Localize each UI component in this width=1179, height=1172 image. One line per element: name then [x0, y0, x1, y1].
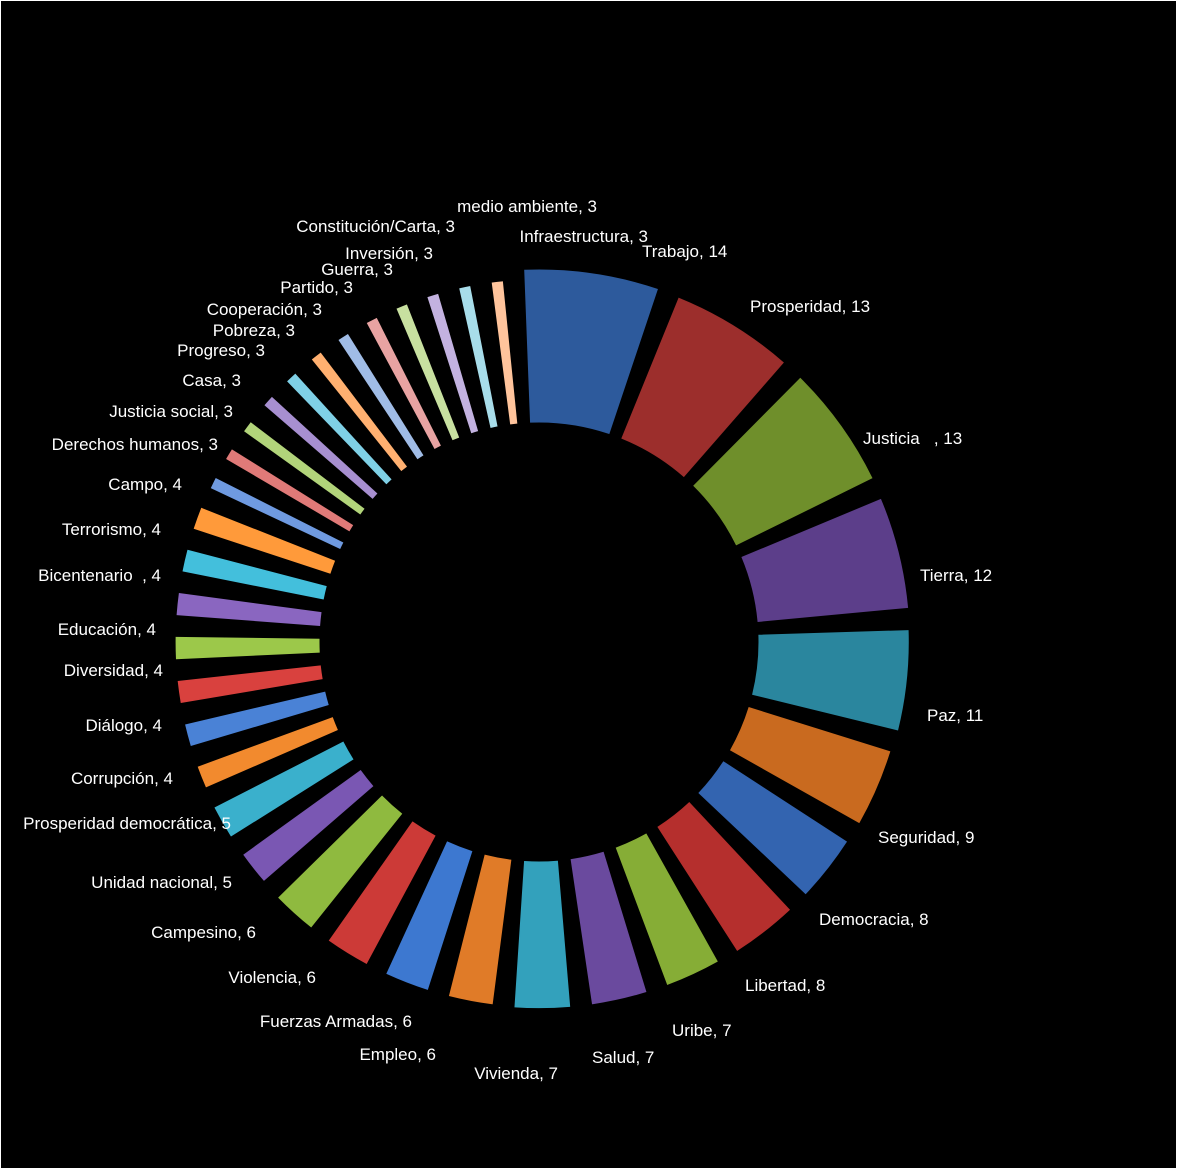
slice-8: [657, 802, 791, 951]
data-label-2: Prosperidad, 13: [750, 297, 870, 316]
data-label-8: Libertad, 8: [745, 976, 825, 995]
slice-21: [175, 636, 320, 660]
slice-20: [177, 665, 323, 704]
slice-19: [185, 691, 329, 746]
data-label-14: Violencia, 6: [228, 968, 316, 987]
slice-26: [226, 449, 354, 532]
slice-16: [243, 769, 374, 881]
data-label-31: Partido, 3: [280, 278, 353, 297]
data-label-6: Seguridad, 9: [878, 828, 974, 847]
data-label-29: Pobreza, 3: [213, 321, 295, 340]
slice-3: [693, 377, 873, 546]
slices: [175, 269, 909, 1009]
data-label-10: Salud, 7: [592, 1048, 654, 1067]
data-label-20: Diversidad, 4: [64, 661, 163, 680]
data-label-32: Guerra, 3: [321, 260, 393, 279]
data-label-33: Inversión, 3: [345, 244, 433, 263]
data-label-35: medio ambiente, 3: [457, 197, 597, 216]
data-label-13: Fuerzas Armadas, 6: [260, 1012, 412, 1031]
slice-6: [729, 707, 891, 824]
slice-29: [287, 373, 392, 485]
data-label-15: Campesino, 6: [151, 923, 256, 942]
data-label-23: Terrorismo, 4: [62, 520, 161, 539]
slice-7: [698, 761, 848, 895]
slice-28: [264, 396, 378, 499]
data-label-16: Unidad nacional, 5: [91, 873, 232, 892]
slice-33: [396, 304, 460, 441]
slice-5: [752, 630, 909, 731]
slice-17: [214, 741, 354, 837]
slice-1: [524, 269, 658, 435]
slice-4: [741, 498, 909, 622]
slice-12: [448, 854, 512, 1005]
slice-25: [210, 478, 344, 550]
data-label-36: Infraestructura, 3: [519, 227, 648, 246]
data-label-7: Democracia, 8: [819, 910, 929, 929]
data-label-3: Justicia , 13: [863, 429, 962, 448]
slice-27: [244, 422, 365, 515]
slice-11: [514, 860, 571, 1009]
slice-30: [311, 352, 407, 472]
slice-10: [570, 851, 647, 1005]
slice-23: [182, 549, 327, 600]
slice-32: [366, 317, 441, 449]
slice-13: [386, 841, 473, 990]
data-label-22: Bicentenario , 4: [38, 566, 161, 585]
slice-15: [278, 795, 403, 928]
slice-14: [328, 821, 436, 965]
data-label-21: Educación, 4: [58, 620, 156, 639]
slice-18: [197, 717, 338, 788]
data-label-12: Empleo, 6: [359, 1045, 436, 1064]
data-label-9: Uribe, 7: [672, 1021, 732, 1040]
data-labels: Trabajo, 14 Prosperidad, 13 Justicia , 13 T…: [23, 197, 992, 1083]
data-label-25: Derechos humanos, 3: [52, 435, 218, 454]
data-label-1: Trabajo, 14: [642, 242, 727, 261]
data-label-18: Corrupción, 4: [71, 769, 173, 788]
data-label-17: Prosperidad democrática, 5: [23, 814, 231, 833]
slice-24: [193, 507, 336, 574]
slice-34: [427, 293, 479, 434]
data-label-30: Cooperación, 3: [207, 300, 322, 319]
data-label-27: Casa, 3: [182, 371, 241, 390]
data-label-4: Tierra, 12: [920, 566, 992, 585]
data-label-34: Constitución/Carta, 3: [296, 217, 455, 236]
data-label-5: Paz, 11: [927, 706, 983, 725]
slice-35: [459, 286, 498, 428]
slice-22: [176, 592, 322, 626]
slice-9: [615, 833, 718, 985]
data-label-11: Vivienda, 7: [474, 1064, 558, 1083]
data-label-26: Justicia social, 3: [109, 402, 233, 421]
slice-2: [621, 297, 784, 478]
data-label-24: Campo, 4: [108, 475, 182, 494]
data-label-28: Progreso, 3: [177, 341, 265, 360]
slice-31: [338, 333, 424, 460]
data-label-19: Diálogo, 4: [85, 716, 162, 735]
slice-36: [491, 281, 518, 425]
